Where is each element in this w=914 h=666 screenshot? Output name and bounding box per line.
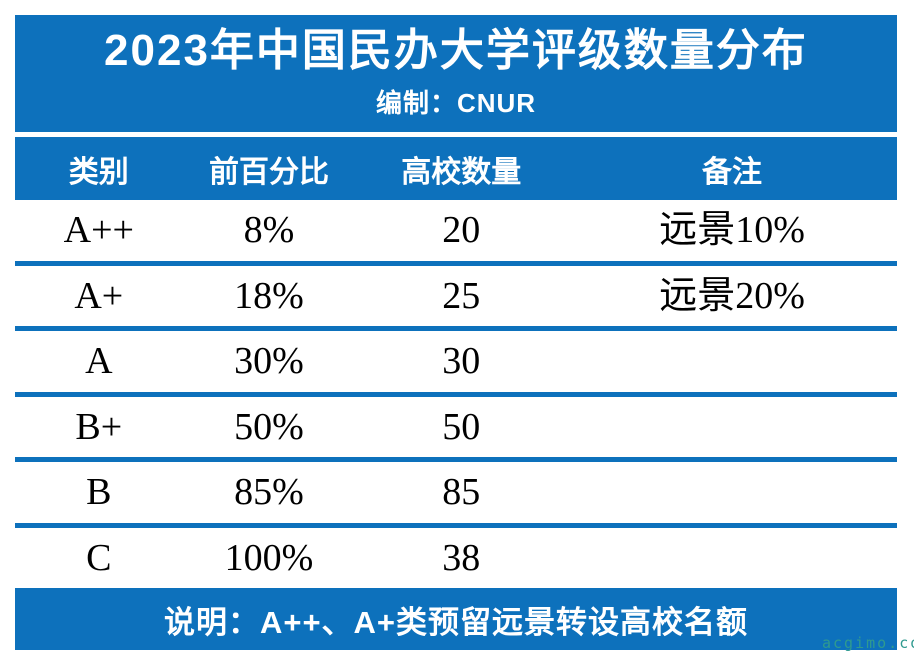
footer-note-text: 说明：A++、A+类预留远景转设高校名额 <box>163 604 749 640</box>
row-divider <box>15 522 897 528</box>
cell-count: 20 <box>442 209 481 252</box>
table-row: B 85% 85 <box>15 462 897 523</box>
cell-count: 50 <box>442 405 481 448</box>
table-row: C 100% 38 <box>15 527 897 588</box>
cell-count: 85 <box>442 471 481 514</box>
column-header-category: 类别 <box>68 155 129 189</box>
cell-percentile: 85% <box>234 471 304 514</box>
cell-percentile: 30% <box>234 340 304 383</box>
column-header-note: 备注 <box>702 155 763 189</box>
cell-category: B+ <box>75 405 123 448</box>
cell-category: A++ <box>63 209 134 252</box>
row-divider <box>15 326 897 331</box>
cell-note: 远景20% <box>659 274 805 317</box>
row-divider <box>15 457 897 462</box>
cell-percentile: 100% <box>224 536 314 579</box>
cell-note: 远景10% <box>659 209 805 252</box>
row-divider <box>15 391 897 397</box>
page-subtitle: 编制：CNUR <box>375 88 537 119</box>
footer-note-bar: 说明：A++、A+类预留远景转设高校名额 <box>15 588 897 650</box>
watermark-text: acgimo.co <box>822 634 914 652</box>
table-row: A+ 18% 25 远景20% <box>15 265 897 326</box>
title-bar: 2023年中国民办大学评级数量分布 编制：CNUR <box>15 15 897 132</box>
cell-count: 30 <box>442 340 481 383</box>
cell-category: C <box>86 536 112 579</box>
cell-count: 38 <box>442 536 481 579</box>
cell-percentile: 8% <box>243 209 295 252</box>
cell-category: A+ <box>74 274 124 317</box>
table-row: A 30% 30 <box>15 331 897 392</box>
table-row: A++ 8% 20 远景10% <box>15 200 897 261</box>
cell-percentile: 50% <box>234 405 304 448</box>
column-header-count: 高校数量 <box>401 155 522 189</box>
row-divider <box>15 260 897 266</box>
table-header-row: 类别 前百分比 高校数量 备注 <box>15 137 897 200</box>
title-header-gap <box>15 132 897 137</box>
table-row: B+ 50% 50 <box>15 396 897 457</box>
cell-percentile: 18% <box>234 274 304 317</box>
cell-count: 25 <box>442 274 481 317</box>
rating-table-sheet: 2023年中国民办大学评级数量分布 编制：CNUR 类别 前百分比 高校数量 备… <box>15 15 897 650</box>
page-title: 2023年中国民办大学评级数量分布 <box>104 25 808 75</box>
cell-category: B <box>86 471 112 514</box>
column-header-percentile: 前百分比 <box>209 155 329 189</box>
cell-category: A <box>85 340 113 383</box>
